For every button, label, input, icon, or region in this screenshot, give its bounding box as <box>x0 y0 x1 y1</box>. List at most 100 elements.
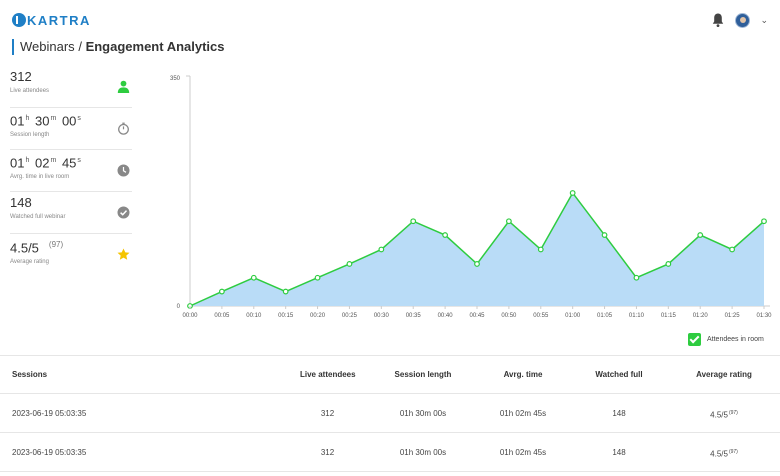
star-icon <box>117 248 130 260</box>
x-tick-label: 00:40 <box>438 313 454 319</box>
stat-value: 01h 30m 00s <box>10 113 81 129</box>
stat-live-attendees: 312 Live attendees <box>10 66 132 108</box>
stat-avg-time: 01h 02m 45s Avrg. time in live room <box>10 150 132 192</box>
user-avatar[interactable] <box>735 12 751 28</box>
data-point <box>537 246 544 253</box>
x-tick-label: 00:25 <box>342 313 358 319</box>
x-tick-label: 00:30 <box>374 313 390 319</box>
table-header-row: Sessions Live attendees Session length A… <box>0 356 780 394</box>
stat-value: 148 <box>10 195 32 210</box>
x-tick-label: 01:30 <box>756 313 772 319</box>
breadcrumb-separator: / <box>78 39 82 54</box>
average-rating-cell: 4.5/5(97) <box>710 410 738 420</box>
data-point <box>761 218 767 225</box>
data-point <box>665 261 672 267</box>
user-area: ⌄ <box>711 12 768 28</box>
data-point <box>410 218 417 225</box>
session-date: 2023-06-19 05:03:35 <box>12 448 87 457</box>
stat-average-rating: 4.5/5 (97) Average rating <box>10 234 132 276</box>
header-live-attendees[interactable]: Live attendees <box>300 370 356 379</box>
notification-bell-icon[interactable] <box>711 12 725 28</box>
watched-full-cell: 148 <box>612 409 626 418</box>
x-tick-label: 00:45 <box>469 313 485 319</box>
data-point <box>474 261 480 267</box>
watched-full-cell: 148 <box>612 448 626 457</box>
x-tick-label: 01:15 <box>661 313 677 319</box>
clock-icon <box>117 164 130 177</box>
header-sessions[interactable]: Sessions <box>12 370 48 379</box>
stat-label: Avrg. time in live room <box>10 174 70 181</box>
x-tick-label: 01:00 <box>565 313 581 319</box>
x-tick-label: 00:05 <box>214 313 230 319</box>
live-attendees-cell: 312 <box>320 409 335 418</box>
series-area <box>190 192 764 306</box>
stat-session-length: 01h 30m 00s Session length <box>10 108 132 150</box>
chevron-down-icon[interactable]: ⌄ <box>760 14 768 25</box>
x-tick-label: 00:00 <box>182 313 198 319</box>
kartra-logo[interactable]: KARTRA <box>12 11 91 29</box>
data-point <box>729 246 736 253</box>
x-tick-label: 00:55 <box>533 313 549 319</box>
session-length-cell: 01h 30m 00s <box>399 409 447 418</box>
chart-legend: Attendees in room <box>688 332 764 346</box>
stat-label: Watched full webinar <box>10 214 66 220</box>
legend-label: Attendees in room <box>707 335 764 343</box>
logo-text: KARTRA <box>27 12 91 28</box>
data-point <box>633 274 640 281</box>
stat-label: Average rating <box>10 259 49 266</box>
breadcrumb-current: Engagement Analytics <box>85 39 225 54</box>
data-point <box>442 232 449 238</box>
x-tick-label: 00:35 <box>406 313 422 319</box>
header-watched-full[interactable]: Watched full <box>595 370 643 379</box>
table-row[interactable]: 2023-06-19 05:03:35 312 01h 30m 00s 01h … <box>0 433 780 472</box>
x-tick-label: 01:10 <box>629 313 645 319</box>
avg-time-cell: 01h 02m 45s <box>499 448 547 457</box>
avg-time-cell: 01h 02m 45s <box>499 409 547 418</box>
breadcrumb-parent[interactable]: Webinars <box>20 39 75 54</box>
stat-value: 4.5/5 (97) <box>10 240 64 256</box>
x-tick-label: 01:05 <box>597 313 613 319</box>
x-tick-label: 01:25 <box>725 313 741 319</box>
breadcrumb: Webinars / Engagement Analytics <box>12 39 225 55</box>
x-tick-label: 00:15 <box>278 313 294 319</box>
stat-label: Live attendees <box>10 88 50 94</box>
stats-panel: 312 Live attendees 01h 30m 00s Session l… <box>10 66 132 276</box>
y-tick-label: 350 <box>170 76 181 82</box>
attendees-chart-svg: 350 0 00:00 00:05 00:10 00:15 00:20 00:25 00:3… <box>170 75 772 319</box>
stat-value: 312 <box>10 69 32 84</box>
header-session-length[interactable]: Session length <box>394 370 452 379</box>
session-length-cell: 01h 30m 00s <box>399 448 447 457</box>
top-bar: KARTRA ⌄ <box>0 0 780 40</box>
person-icon <box>117 80 130 93</box>
stat-watched-full: 148 Watched full webinar <box>10 192 132 234</box>
data-point <box>601 232 608 238</box>
data-point <box>346 261 353 267</box>
data-point <box>505 218 512 225</box>
x-tick-label: 00:20 <box>310 313 326 319</box>
data-point <box>250 274 257 281</box>
header-avg-time[interactable]: Avrg. time <box>503 370 543 379</box>
data-point <box>569 190 576 196</box>
check-circle-icon <box>117 206 130 219</box>
y-tick-label: 0 <box>177 304 181 310</box>
x-tick-label: 00:50 <box>501 313 517 319</box>
data-point <box>218 288 225 295</box>
legend-checkbox[interactable] <box>688 332 701 346</box>
stat-value: 01h 02m 45s <box>10 155 81 171</box>
stopwatch-icon <box>118 122 129 135</box>
attendees-chart: 350 0 00:00 00:05 00:10 00:15 00:20 00:25 00:3… <box>160 66 780 326</box>
data-point <box>314 274 321 281</box>
x-tick-label: 00:10 <box>246 313 262 319</box>
data-point <box>282 288 289 295</box>
live-attendees-cell: 312 <box>320 448 335 457</box>
logo-mark-icon <box>12 13 26 27</box>
session-date: 2023-06-19 05:03:35 <box>12 409 87 418</box>
stat-label: Session length <box>10 132 50 139</box>
sessions-table: Sessions Live attendees Session length A… <box>0 355 780 472</box>
data-point <box>378 246 385 253</box>
header-average-rating[interactable]: Average rating <box>696 370 752 379</box>
data-point <box>697 232 704 238</box>
x-tick-label: 01:20 <box>693 313 709 319</box>
table-row[interactable]: 2023-06-19 05:03:35 312 01h 30m 00s 01h … <box>0 394 780 433</box>
average-rating-cell: 4.5/5(97) <box>710 449 738 459</box>
